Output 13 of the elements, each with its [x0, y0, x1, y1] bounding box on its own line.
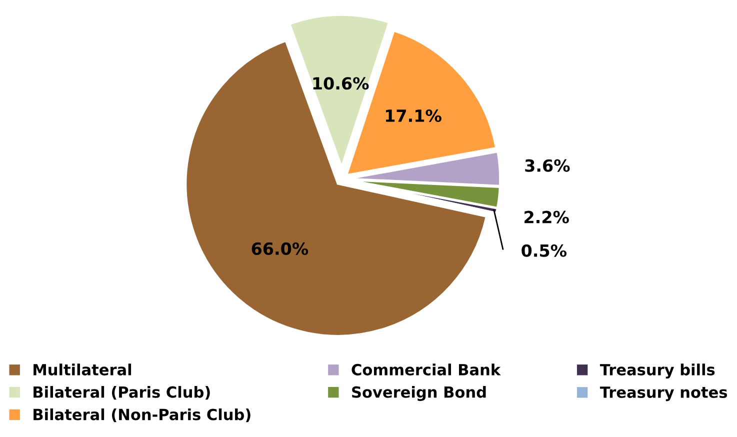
legend-label: Bilateral (Non-Paris Club): [34, 408, 250, 422]
legend-label: Multilateral: [34, 364, 132, 376]
data-label: 10.6%: [313, 77, 369, 90]
legend-label: Sovereign Bond: [352, 386, 486, 401]
data-label: 17.1%: [386, 109, 442, 122]
legend-label: Treasury notes: [600, 386, 728, 402]
data-label: 66.0%: [252, 242, 308, 255]
data-label: 2.2%: [524, 210, 569, 224]
legend-label: Bilateral (Paris Club): [34, 386, 210, 400]
data-label: 0.5%: [522, 244, 566, 257]
data-label: 3.6%: [525, 159, 570, 172]
legend-label: Commercial Bank: [352, 364, 501, 376]
legend-label: Treasury bills: [600, 364, 715, 379]
